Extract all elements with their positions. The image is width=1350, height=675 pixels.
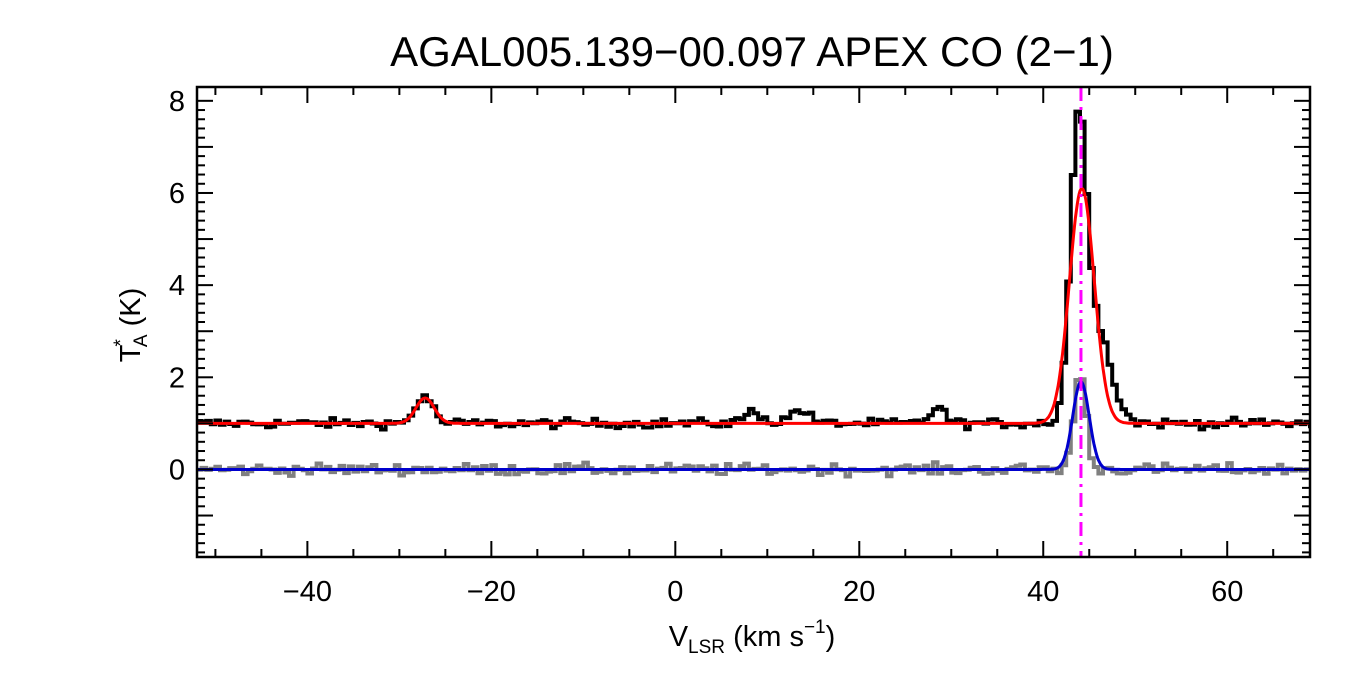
y-axis-label-sub: A bbox=[131, 334, 152, 347]
y-tick-label: 4 bbox=[169, 270, 185, 302]
x-axis-label-sub: LSR bbox=[688, 637, 725, 658]
upper-spectrum bbox=[197, 109, 1310, 432]
x-tick-label: −40 bbox=[283, 576, 332, 608]
y-tick-label: 2 bbox=[169, 362, 185, 394]
y-tick-label: 0 bbox=[169, 454, 185, 486]
x-axis-label-end: ) bbox=[826, 621, 836, 653]
lower-fit bbox=[197, 380, 1310, 471]
x-tick-label: 20 bbox=[843, 576, 875, 608]
x-tick-labels: −40 −20 0 20 40 60 bbox=[283, 576, 1244, 608]
plot-frame bbox=[195, 85, 1312, 559]
x-axis-label-rest: (km s bbox=[725, 621, 804, 653]
x-tick-label: 40 bbox=[1027, 576, 1059, 608]
y-tick-labels: 0 2 4 6 8 bbox=[169, 86, 185, 487]
axis-ticks bbox=[197, 87, 1310, 557]
x-axis-label: VLSR (km s−1) bbox=[669, 617, 836, 658]
lower-spectrum bbox=[197, 377, 1310, 479]
x-tick-label: −20 bbox=[467, 576, 516, 608]
upper-fit bbox=[197, 186, 1310, 425]
x-axis-label-sup: −1 bbox=[804, 617, 826, 638]
x-tick-label: 60 bbox=[1211, 576, 1243, 608]
chart-title: AGAL005.139−00.097 APEX CO (2−1) bbox=[390, 28, 1114, 75]
y-tick-label: 6 bbox=[169, 178, 185, 210]
y-axis-label-sup: * bbox=[111, 339, 132, 347]
y-axis-label-main: T bbox=[115, 344, 147, 362]
x-tick-label: 0 bbox=[667, 576, 683, 608]
x-axis-label-main: V bbox=[669, 621, 689, 653]
plot-area bbox=[197, 87, 1310, 557]
y-axis-label: T*A (K) bbox=[111, 288, 152, 363]
series-layer bbox=[197, 109, 1310, 479]
y-tick-label: 8 bbox=[169, 86, 185, 118]
y-axis-label-rest: (K) bbox=[115, 288, 147, 335]
